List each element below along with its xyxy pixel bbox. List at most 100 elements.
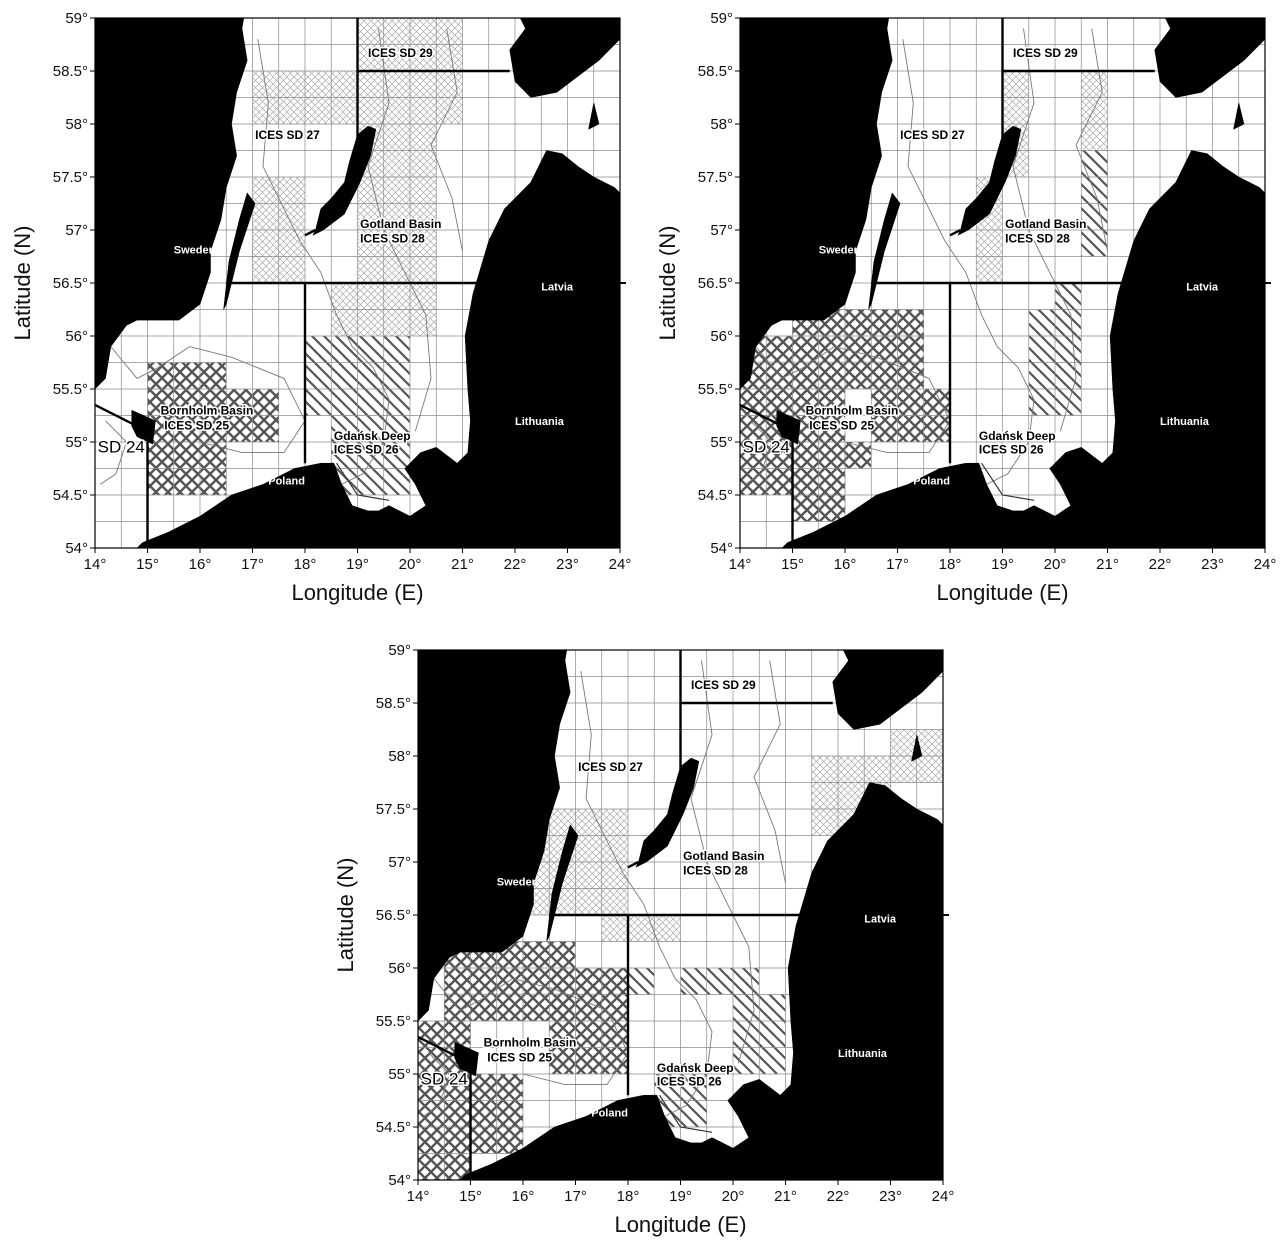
east-and-south-land [459, 782, 943, 1180]
lon-tick-label: 15° [781, 556, 804, 573]
y-axis-title: Latitude (N) [10, 226, 35, 341]
lat-tick-label: 59° [710, 10, 733, 27]
land [418, 650, 943, 1180]
lat-tick-label: 57.5° [698, 169, 733, 186]
region-label-sd27: ICES SD 27 [578, 760, 643, 774]
depth-contour [367, 28, 432, 432]
lon-tick-label: 19° [991, 556, 1014, 573]
depth-contour [580, 671, 713, 1117]
lon-tick-label: 21° [451, 556, 474, 573]
region-label-poland: Poland [591, 1107, 628, 1119]
region-label-sd24: SD 24 [743, 438, 790, 457]
gotland-island [635, 757, 700, 868]
lon-tick-label: 22° [1149, 556, 1172, 573]
region-label-sd26: ICES SD 26 [657, 1075, 722, 1089]
map-svg: 14° 15° 16° 17° 18° 19° 20° 21° 22° 23° 24° 54° 54.5… [10, 10, 631, 605]
lat-tick-label: 58.5° [376, 695, 411, 712]
map-svg: 14° 15° 16° 17° 18° 19° 20° 21° 22° 23° 24° 54° 54.5… [333, 642, 955, 1237]
lat-tick-label: 57° [388, 854, 411, 871]
lon-tick-label: 16° [512, 1188, 535, 1205]
saaremaa-estonia [832, 650, 943, 730]
region-label-poland: Poland [268, 475, 305, 487]
lat-tick-label: 55° [388, 1066, 411, 1083]
sweden-land [740, 18, 893, 390]
lat-tick-label: 54° [65, 540, 88, 557]
lon-tick-label: 17° [886, 556, 909, 573]
map-panel-c: 14° 15° 16° 17° 18° 19° 20° 21° 22° 23° 24° 54° 54.5… [323, 632, 963, 1248]
lon-tick-label: 23° [879, 1188, 902, 1205]
oland-island [546, 824, 579, 942]
region-label-gdansk: Gdańsk Deep [334, 429, 411, 443]
map-panel-b: 14° 15° 16° 17° 18° 19° 20° 21° 22° 23° 24° 54° 54.5… [645, 0, 1285, 620]
region-label-sweden: Sweden [174, 244, 216, 256]
region-label-sd25: ICES SD 25 [164, 418, 229, 432]
depth-contour [257, 39, 390, 485]
lat-tick-label: 58° [710, 116, 733, 133]
lon-tick-label: 24° [932, 1188, 955, 1205]
lat-tick-label: 56° [65, 328, 88, 345]
gotland-island [957, 125, 1022, 236]
lon-tick-label: 22° [504, 556, 527, 573]
saaremaa-estonia [509, 18, 620, 98]
lat-tick-label: 58° [65, 116, 88, 133]
hatched-rectangle-diagonal [680, 968, 760, 995]
x-axis-title: Longitude (E) [936, 580, 1068, 605]
depth-contour [755, 346, 951, 454]
panel-letter: b [769, 55, 783, 85]
lat-tick-label: 55° [65, 434, 88, 451]
islet [1233, 102, 1245, 130]
oland-island [868, 192, 901, 310]
region-label-sd27: ICES SD 27 [255, 128, 320, 142]
depth-contour [110, 346, 306, 454]
region-label-bornholm: Bornholm Basin [161, 403, 254, 417]
hatched-rectangle-dotted [1081, 71, 1108, 151]
region-label-lithuania: Lithuania [1160, 416, 1210, 428]
lon-tick-label: 14° [84, 556, 107, 573]
lat-tick-label: 59° [65, 10, 88, 27]
hatched-rectangle-diagonal [1055, 283, 1082, 310]
region-label-lithuania: Lithuania [838, 1048, 888, 1060]
region-label-sd25: ICES SD 25 [809, 418, 874, 432]
region-label-sd29: ICES SD 29 [691, 678, 756, 692]
region-label-bornholm: Bornholm Basin [484, 1035, 577, 1049]
hatched-rectangle-diagonal [628, 968, 655, 995]
depth-contour [422, 1052, 451, 1117]
region-label-gdansk: Gdańsk Deep [979, 429, 1056, 443]
region-label-poland: Poland [913, 475, 950, 487]
lon-tick-label: 20° [399, 556, 422, 573]
region-label-sd26: ICES SD 26 [334, 443, 399, 457]
hatched-rectangle-crosshatch [792, 309, 924, 389]
lon-tick-label: 21° [774, 1188, 797, 1205]
lat-tick-label: 54° [388, 1172, 411, 1189]
islet [588, 102, 600, 130]
lon-tick-label: 15° [136, 556, 159, 573]
subdivision-boundaries [95, 18, 620, 548]
lat-tick-label: 55.5° [53, 381, 88, 398]
subdivision-boundaries [740, 18, 1265, 548]
lon-tick-label: 23° [556, 556, 579, 573]
region-label-gotland: Gotland Basin [683, 849, 764, 863]
lat-tick-label: 58.5° [698, 63, 733, 80]
lat-tick-label: 58° [388, 748, 411, 765]
land [740, 18, 1265, 548]
y-axis-title: Latitude (N) [655, 226, 680, 341]
lat-tick-label: 57.5° [376, 801, 411, 818]
lat-tick-label: 55° [710, 434, 733, 451]
hatched-rectangle-crosshatch [845, 442, 872, 469]
lon-tick-label: 18° [617, 1188, 640, 1205]
hatched-rectangle-crosshatch [147, 362, 227, 495]
hatched-rectangle-diagonal [331, 415, 410, 495]
saaremaa-estonia [1154, 18, 1265, 98]
lon-tick-label: 22° [827, 1188, 850, 1205]
lon-tick-label: 17° [241, 556, 264, 573]
lon-tick-label: 21° [1096, 556, 1119, 573]
lat-tick-label: 57.5° [53, 169, 88, 186]
sweden-land [418, 650, 571, 1022]
depth-contour [99, 420, 128, 485]
lat-tick-label: 54° [710, 540, 733, 557]
lat-tick-label: 54.5° [698, 487, 733, 504]
islet [911, 734, 923, 762]
lat-tick-label: 54.5° [376, 1119, 411, 1136]
region-label-latvia: Latvia [541, 281, 574, 293]
depth-contour [744, 420, 773, 485]
